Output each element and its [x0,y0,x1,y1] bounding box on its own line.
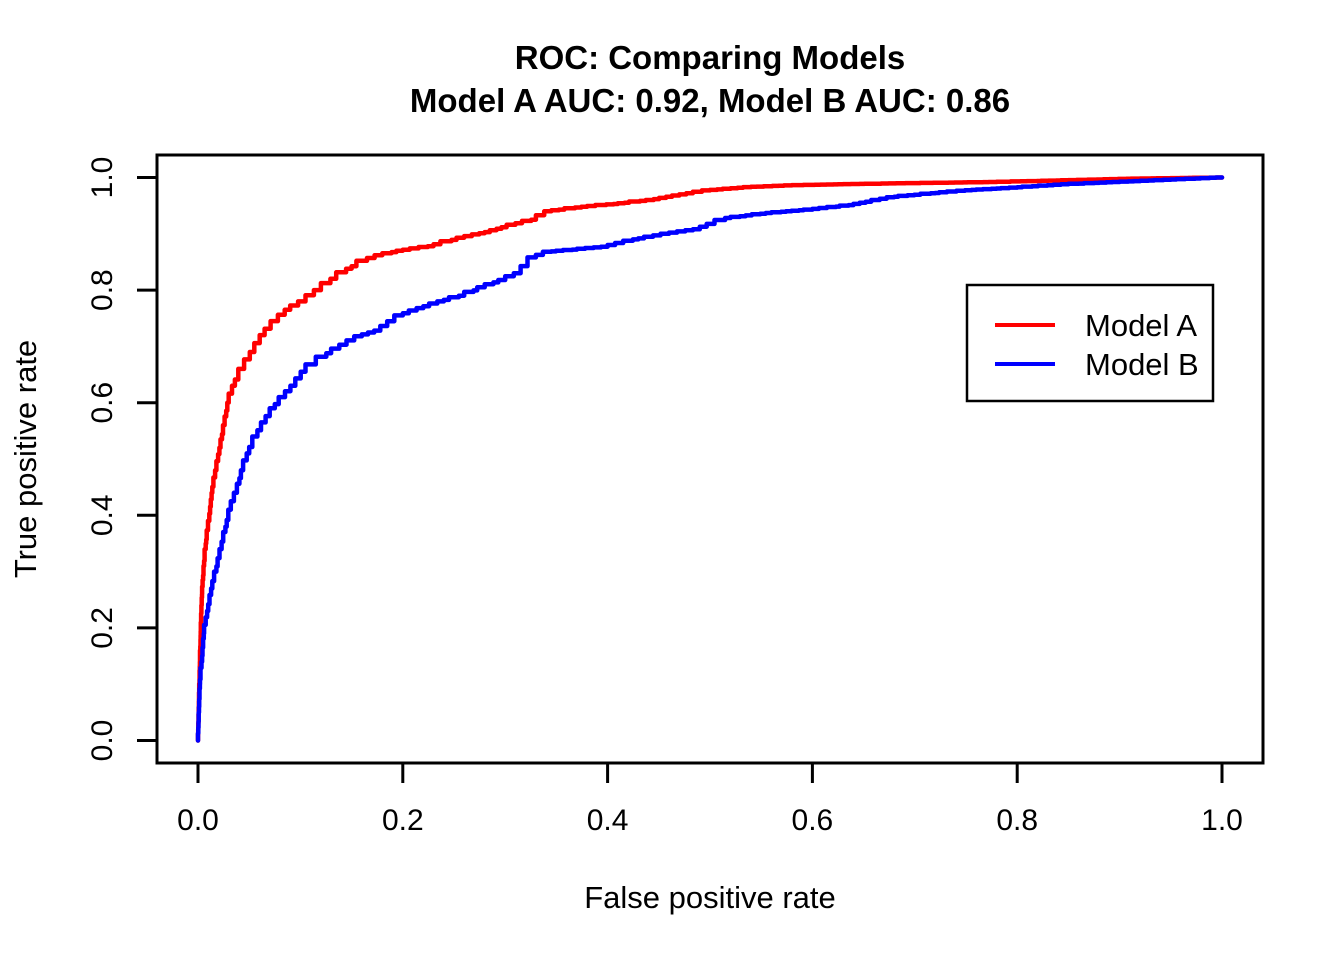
y-tick-label: 1.0 [86,157,119,199]
x-tick-label: 0.4 [587,804,629,837]
roc-curve-model-a [195,175,1225,743]
y-axis-title: True positive rate [8,340,43,578]
legend: Model A Model B [965,283,1215,403]
x-tick-label: 1.0 [1201,804,1243,837]
x-tick-label: 0.8 [996,804,1038,837]
legend-label-model-b: Model B [1085,347,1199,382]
y-tick-label: 0.4 [86,494,119,536]
x-tick-label: 0.0 [177,804,219,837]
roc-curves [195,175,1225,743]
legend-border [965,283,1215,403]
x-axis-title: False positive rate [584,880,836,915]
y-tick-label: 0.8 [86,269,119,311]
y-tick-label: 0.6 [86,382,119,424]
roc-curve-model-b [195,175,1225,743]
chart-title: ROC: Comparing Models [515,39,906,76]
x-tick-label: 0.6 [792,804,834,837]
y-axis: 0.0 0.2 0.4 0.6 0.8 1.0 [86,157,157,762]
x-axis: 0.0 0.2 0.4 0.6 0.8 1.0 [177,763,1243,837]
y-tick-label: 0.2 [86,607,119,649]
legend-label-model-a: Model A [1085,308,1197,343]
plot-border [155,153,1265,765]
chart-subtitle: Model A AUC: 0.92, Model B AUC: 0.86 [410,82,1010,119]
x-tick-label: 0.2 [382,804,424,837]
y-tick-label: 0.0 [86,720,119,762]
